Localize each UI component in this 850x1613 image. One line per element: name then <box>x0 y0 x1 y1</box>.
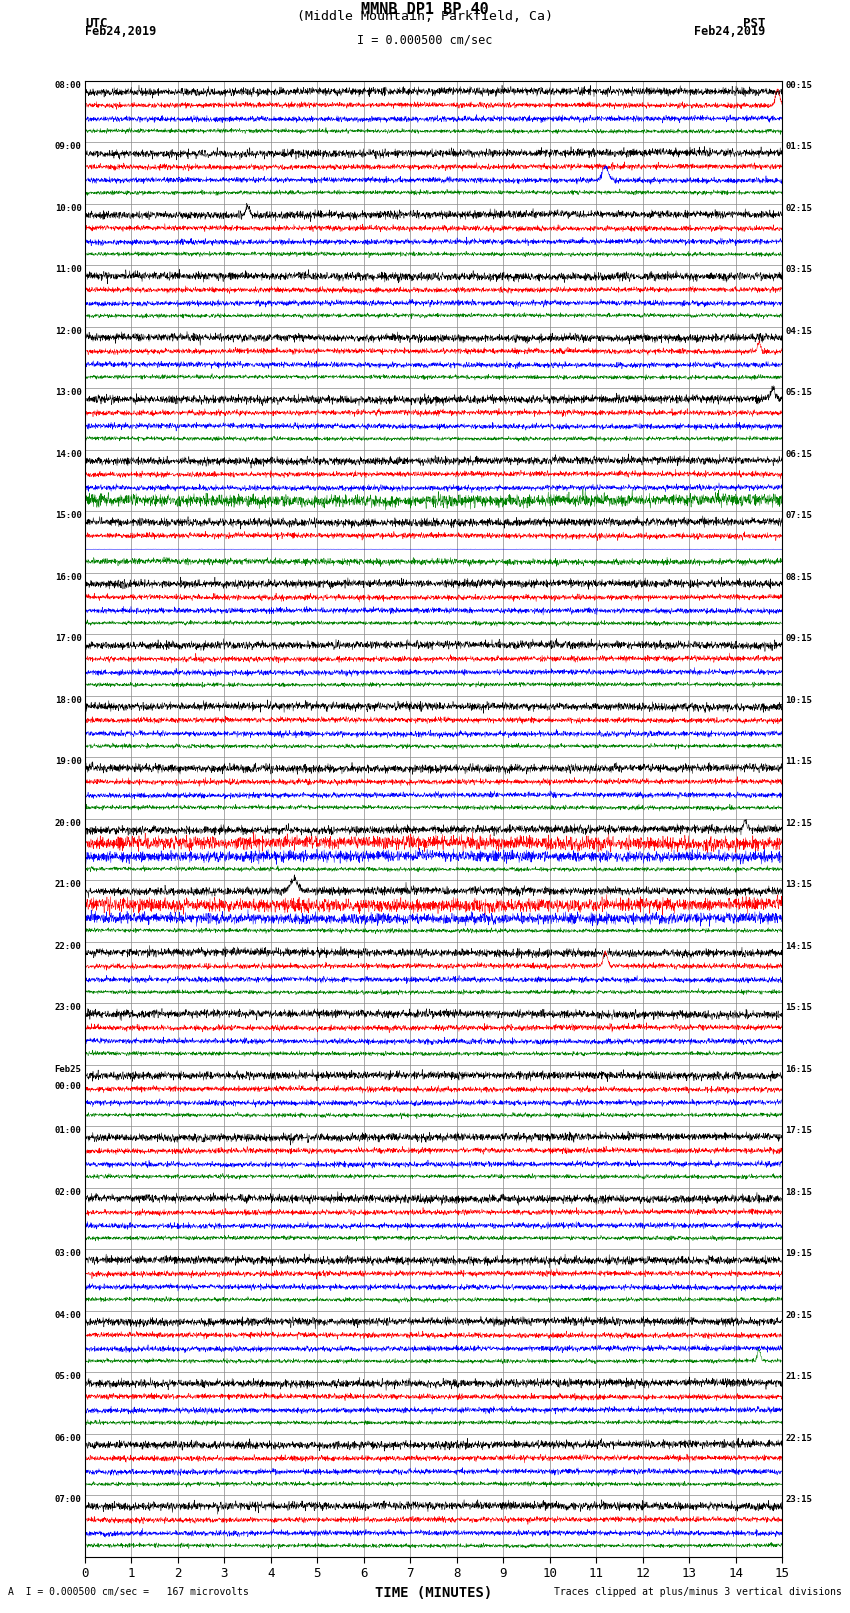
Text: UTC: UTC <box>85 18 107 31</box>
Text: (Middle Mountain, Parkfield, Ca): (Middle Mountain, Parkfield, Ca) <box>297 11 553 24</box>
Text: 10:00: 10:00 <box>54 203 82 213</box>
Text: 07:00: 07:00 <box>54 1495 82 1503</box>
Text: 09:15: 09:15 <box>785 634 813 644</box>
Text: 17:00: 17:00 <box>54 634 82 644</box>
Text: 22:00: 22:00 <box>54 942 82 950</box>
Text: 14:00: 14:00 <box>54 450 82 458</box>
Text: 05:00: 05:00 <box>54 1373 82 1381</box>
Text: 16:15: 16:15 <box>785 1065 813 1074</box>
Text: 00:15: 00:15 <box>785 81 813 90</box>
Text: MMNB DP1 BP 40: MMNB DP1 BP 40 <box>361 3 489 18</box>
Text: 16:00: 16:00 <box>54 573 82 582</box>
Text: 15:00: 15:00 <box>54 511 82 519</box>
Text: 17:15: 17:15 <box>785 1126 813 1136</box>
Text: A  I = 0.000500 cm/sec =   167 microvolts: A I = 0.000500 cm/sec = 167 microvolts <box>8 1587 249 1597</box>
Text: 04:15: 04:15 <box>785 326 813 336</box>
Text: 18:00: 18:00 <box>54 695 82 705</box>
Text: 07:15: 07:15 <box>785 511 813 519</box>
Text: I = 0.000500 cm/sec: I = 0.000500 cm/sec <box>357 34 493 47</box>
Text: 02:15: 02:15 <box>785 203 813 213</box>
Text: 11:00: 11:00 <box>54 265 82 274</box>
Text: Feb25: Feb25 <box>54 1065 82 1074</box>
Text: Feb24,2019: Feb24,2019 <box>694 24 765 39</box>
Text: 14:15: 14:15 <box>785 942 813 950</box>
Text: PST: PST <box>743 18 765 31</box>
Text: 09:00: 09:00 <box>54 142 82 152</box>
Text: 11:15: 11:15 <box>785 756 813 766</box>
Text: 21:15: 21:15 <box>785 1373 813 1381</box>
Text: 19:00: 19:00 <box>54 756 82 766</box>
Text: 08:15: 08:15 <box>785 573 813 582</box>
Text: Feb24,2019: Feb24,2019 <box>85 24 156 39</box>
Text: 22:15: 22:15 <box>785 1434 813 1442</box>
Text: 19:15: 19:15 <box>785 1248 813 1258</box>
Text: 10:15: 10:15 <box>785 695 813 705</box>
Text: 20:00: 20:00 <box>54 818 82 827</box>
Text: 12:15: 12:15 <box>785 818 813 827</box>
Text: 23:15: 23:15 <box>785 1495 813 1503</box>
Text: 06:15: 06:15 <box>785 450 813 458</box>
Text: 12:00: 12:00 <box>54 326 82 336</box>
Text: 23:00: 23:00 <box>54 1003 82 1011</box>
Text: 13:00: 13:00 <box>54 389 82 397</box>
Text: 01:15: 01:15 <box>785 142 813 152</box>
Text: 06:00: 06:00 <box>54 1434 82 1442</box>
Text: 20:15: 20:15 <box>785 1310 813 1319</box>
Text: 13:15: 13:15 <box>785 881 813 889</box>
Text: 01:00: 01:00 <box>54 1126 82 1136</box>
Text: 03:00: 03:00 <box>54 1248 82 1258</box>
Text: 02:00: 02:00 <box>54 1187 82 1197</box>
Text: 08:00: 08:00 <box>54 81 82 90</box>
Text: 15:15: 15:15 <box>785 1003 813 1011</box>
Text: 04:00: 04:00 <box>54 1310 82 1319</box>
Text: 21:00: 21:00 <box>54 881 82 889</box>
X-axis label: TIME (MINUTES): TIME (MINUTES) <box>375 1586 492 1600</box>
Text: 00:00: 00:00 <box>54 1082 82 1092</box>
Text: 18:15: 18:15 <box>785 1187 813 1197</box>
Text: 03:15: 03:15 <box>785 265 813 274</box>
Text: Traces clipped at plus/minus 3 vertical divisions: Traces clipped at plus/minus 3 vertical … <box>553 1587 842 1597</box>
Text: 05:15: 05:15 <box>785 389 813 397</box>
